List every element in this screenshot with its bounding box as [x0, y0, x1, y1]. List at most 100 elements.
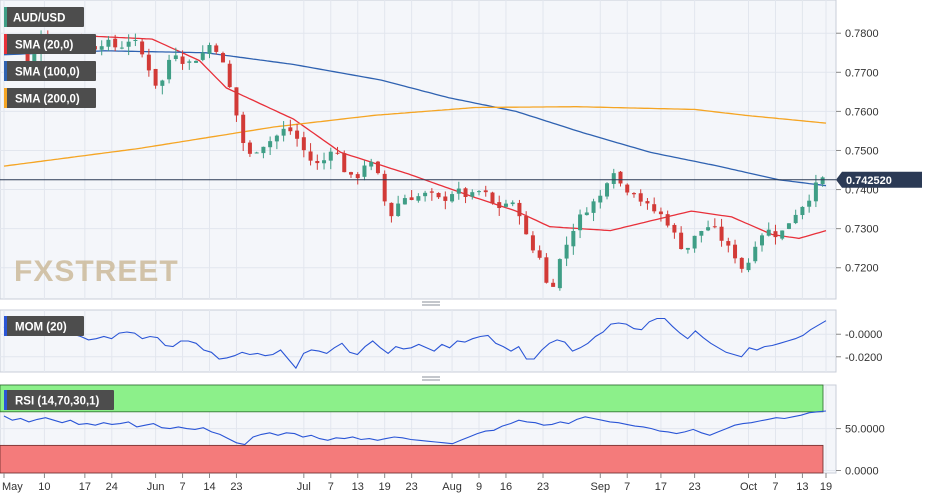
- current-price-tag: 0.742520: [836, 171, 922, 188]
- bullish-candle: [200, 52, 205, 60]
- bearish-candle: [726, 241, 731, 246]
- x-tick-label: 23: [688, 481, 700, 493]
- bullish-candle: [605, 183, 610, 197]
- bearish-candle: [631, 193, 636, 195]
- bearish-candle: [355, 174, 360, 179]
- bearish-candle: [733, 244, 738, 259]
- bearish-candle: [719, 226, 724, 241]
- bearish-candle: [618, 171, 623, 184]
- bullish-candle: [753, 246, 758, 262]
- bullish-candle: [598, 195, 603, 203]
- momentum-y-tick-label: -0.0000: [845, 329, 882, 341]
- bullish-candle: [510, 202, 515, 205]
- bearish-candle: [227, 63, 232, 88]
- main-y-tick-label: 0.7200: [845, 263, 879, 275]
- bearish-candle: [180, 56, 185, 64]
- main-panel: [0, 0, 837, 300]
- bullish-candle: [746, 262, 751, 271]
- bullish-candle: [564, 244, 569, 259]
- legend-sma200[interactable]: SMA (200,0): [4, 88, 96, 108]
- momentum-panel-resize-handle[interactable]: [422, 376, 440, 381]
- bullish-candle: [32, 51, 37, 64]
- bearish-candle: [348, 172, 353, 175]
- x-tick-label: 23: [406, 481, 418, 493]
- legend-symbol-label: AUD/USD: [13, 13, 65, 25]
- bullish-candle: [766, 229, 771, 236]
- bearish-candle: [295, 130, 300, 139]
- x-tick-label: 17: [79, 481, 91, 493]
- legend-sma20[interactable]: SMA (20,0): [4, 34, 96, 54]
- bearish-candle: [247, 142, 252, 154]
- bullish-candle: [800, 206, 805, 216]
- rsi-y-tick-label: 0.0000: [845, 465, 879, 477]
- axis-layer: 0.78000.77000.76000.75000.74000.73000.72…: [2, 28, 885, 493]
- legend-sma100[interactable]: SMA (100,0): [4, 61, 96, 81]
- bearish-candle: [497, 202, 502, 209]
- bullish-candle: [780, 230, 785, 239]
- bearish-candle: [463, 188, 468, 197]
- legend-symbol[interactable]: AUD/USD: [4, 7, 84, 27]
- bullish-candle: [416, 196, 421, 201]
- legend-momentum-label: MOM (20): [15, 322, 67, 334]
- x-tick-label: 23: [537, 481, 549, 493]
- legend-sma100-label: SMA (100,0): [15, 67, 80, 79]
- rsi-oversold-zone: [0, 444, 824, 474]
- x-tick-label: Oct: [740, 481, 757, 493]
- bearish-candle: [308, 151, 313, 161]
- bearish-candle: [153, 68, 158, 86]
- bearish-candle: [517, 202, 522, 217]
- bullish-candle: [820, 177, 825, 185]
- bearish-candle: [524, 215, 529, 235]
- bullish-candle: [281, 128, 286, 136]
- bearish-candle: [146, 54, 151, 71]
- bullish-candle: [274, 135, 279, 142]
- main-y-tick-label: 0.7500: [845, 145, 879, 157]
- bullish-candle: [362, 165, 367, 177]
- bullish-candle: [456, 188, 461, 194]
- bearish-candle: [645, 201, 650, 204]
- bullish-candle: [807, 200, 812, 207]
- legend-rsi-label: RSI (14,70,30,1): [15, 396, 100, 408]
- momentum-y-tick-label: -0.0200: [845, 352, 882, 364]
- rsi-y-tick-label: 50.0000: [845, 424, 885, 436]
- bearish-candle: [220, 53, 225, 63]
- bearish-candle: [443, 196, 448, 201]
- x-tick-label: 13: [352, 481, 364, 493]
- rsi-overbought-zone: [0, 384, 824, 413]
- legend-rsi[interactable]: RSI (14,70,30,1): [4, 390, 114, 410]
- bullish-candle: [119, 47, 124, 49]
- rsi-zones: [0, 384, 824, 474]
- legend-sma20-label: SMA (20,0): [15, 40, 74, 52]
- main-y-tick-label: 0.7300: [845, 224, 879, 236]
- bullish-candle: [786, 223, 791, 229]
- bearish-candle: [551, 282, 556, 287]
- bearish-candle: [773, 231, 778, 238]
- bearish-candle: [409, 197, 414, 201]
- main-panel-resize-handle[interactable]: [422, 301, 440, 306]
- bearish-candle: [490, 192, 495, 204]
- bearish-candle: [712, 226, 717, 228]
- x-tick-label: 7: [179, 481, 185, 493]
- bullish-candle: [813, 182, 818, 202]
- bullish-candle: [106, 39, 111, 47]
- x-tick-label: Sep: [590, 481, 610, 493]
- main-y-tick-label: 0.7600: [845, 106, 879, 118]
- x-tick-label: 24: [106, 481, 118, 493]
- bullish-candle: [187, 61, 192, 63]
- x-tick-label: Aug: [442, 481, 462, 493]
- bullish-candle: [328, 151, 333, 161]
- bearish-candle: [375, 161, 380, 174]
- current-price-value: 0.742520: [846, 175, 892, 187]
- bearish-candle: [429, 191, 434, 193]
- bearish-candle: [530, 235, 535, 251]
- bullish-candle: [557, 259, 562, 289]
- bullish-candle: [133, 39, 138, 41]
- bearish-candle: [389, 202, 394, 217]
- bearish-candle: [672, 224, 677, 233]
- legend-momentum[interactable]: MOM (20): [4, 316, 84, 336]
- bearish-candle: [436, 192, 441, 198]
- bearish-candle: [665, 214, 670, 226]
- x-tick-label: May: [2, 481, 23, 493]
